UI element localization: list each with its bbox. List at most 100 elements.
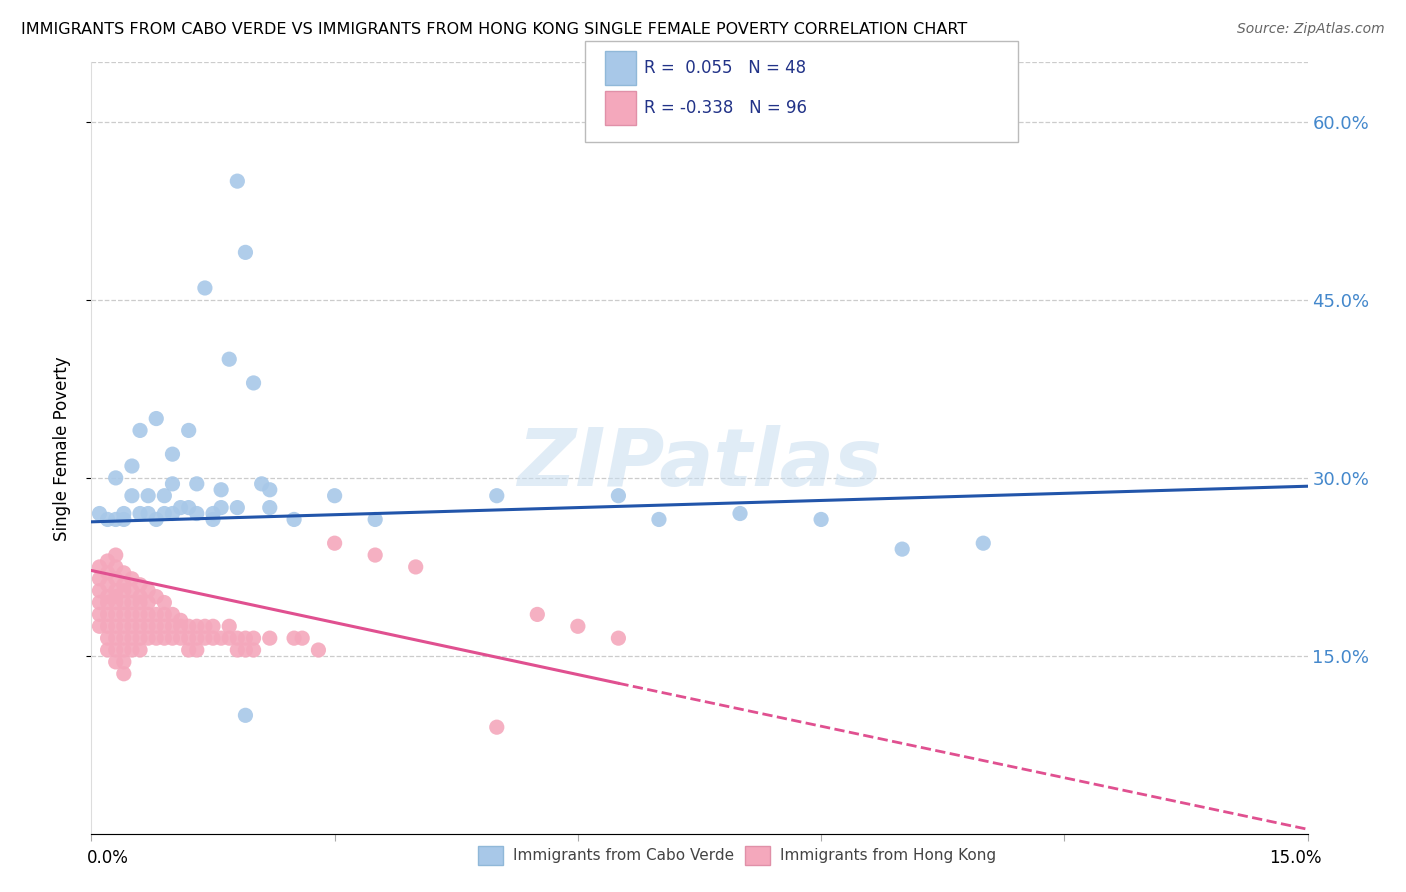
Y-axis label: Single Female Poverty: Single Female Poverty xyxy=(52,356,70,541)
Point xyxy=(112,619,135,633)
Point xyxy=(97,619,120,633)
Point xyxy=(259,483,281,497)
Point xyxy=(129,507,152,521)
Point xyxy=(235,631,257,645)
Point xyxy=(89,507,111,521)
Point xyxy=(89,596,111,610)
Text: R = -0.338   N = 96: R = -0.338 N = 96 xyxy=(644,99,807,117)
Point xyxy=(323,536,346,550)
Point xyxy=(104,631,127,645)
Point xyxy=(153,619,176,633)
Point xyxy=(136,596,159,610)
Point xyxy=(153,507,176,521)
Point xyxy=(607,631,630,645)
Point xyxy=(112,631,135,645)
Point xyxy=(242,631,264,645)
Point xyxy=(112,643,135,657)
Point xyxy=(177,500,200,515)
Point xyxy=(89,560,111,574)
Point xyxy=(202,512,225,526)
Point xyxy=(97,631,120,645)
Point xyxy=(112,607,135,622)
Text: IMMIGRANTS FROM CABO VERDE VS IMMIGRANTS FROM HONG KONG SINGLE FEMALE POVERTY CO: IMMIGRANTS FROM CABO VERDE VS IMMIGRANTS… xyxy=(21,22,967,37)
Point xyxy=(129,607,152,622)
Point xyxy=(283,512,305,526)
Point xyxy=(209,483,232,497)
Point xyxy=(104,619,127,633)
Point xyxy=(121,458,143,473)
Point xyxy=(121,489,143,503)
Point xyxy=(121,631,143,645)
Point xyxy=(121,607,143,622)
Point xyxy=(259,500,281,515)
Point xyxy=(177,643,200,657)
Point xyxy=(177,424,200,438)
Point xyxy=(323,489,346,503)
Point xyxy=(104,471,127,485)
Point xyxy=(104,607,127,622)
Point xyxy=(89,607,111,622)
Point xyxy=(202,507,225,521)
Point xyxy=(283,631,305,645)
Point xyxy=(104,572,127,586)
Point xyxy=(162,607,184,622)
Point xyxy=(97,578,120,592)
Point xyxy=(129,619,152,633)
Point xyxy=(112,512,135,526)
Point xyxy=(162,447,184,461)
Point xyxy=(202,631,225,645)
Point xyxy=(186,476,208,491)
Point xyxy=(112,596,135,610)
Point xyxy=(242,376,264,390)
Point xyxy=(194,631,217,645)
Point xyxy=(97,512,120,526)
Point xyxy=(226,643,249,657)
Point xyxy=(121,643,143,657)
Point xyxy=(112,655,135,669)
Point xyxy=(218,631,240,645)
Point xyxy=(364,548,387,562)
Point xyxy=(97,566,120,580)
Point xyxy=(259,631,281,645)
Point xyxy=(226,500,249,515)
Point xyxy=(112,566,135,580)
Point xyxy=(648,512,671,526)
Point xyxy=(104,560,127,574)
Point xyxy=(810,512,832,526)
Point xyxy=(89,619,111,633)
Point xyxy=(194,619,217,633)
Point xyxy=(169,619,191,633)
Point xyxy=(104,512,127,526)
Point xyxy=(209,631,232,645)
Point xyxy=(218,352,240,367)
Point xyxy=(136,507,159,521)
Point xyxy=(129,424,152,438)
Point xyxy=(104,590,127,604)
Point xyxy=(242,643,264,657)
Point xyxy=(235,708,257,723)
Point xyxy=(169,613,191,627)
Point xyxy=(136,607,159,622)
Point xyxy=(136,583,159,598)
Text: Immigrants from Hong Kong: Immigrants from Hong Kong xyxy=(780,848,997,863)
Point xyxy=(136,489,159,503)
Point xyxy=(169,631,191,645)
Point xyxy=(728,507,751,521)
Point xyxy=(162,507,184,521)
Point xyxy=(567,619,589,633)
Point xyxy=(145,512,167,526)
Point xyxy=(97,590,120,604)
Point xyxy=(97,596,120,610)
Point xyxy=(364,512,387,526)
Text: ZIPatlas: ZIPatlas xyxy=(517,425,882,503)
Point xyxy=(97,607,120,622)
Point xyxy=(235,245,257,260)
Point xyxy=(112,666,135,681)
Point xyxy=(177,619,200,633)
Point xyxy=(972,536,994,550)
Point xyxy=(250,476,273,491)
Point xyxy=(97,643,120,657)
Point xyxy=(104,596,127,610)
Point xyxy=(121,596,143,610)
Point xyxy=(145,619,167,633)
